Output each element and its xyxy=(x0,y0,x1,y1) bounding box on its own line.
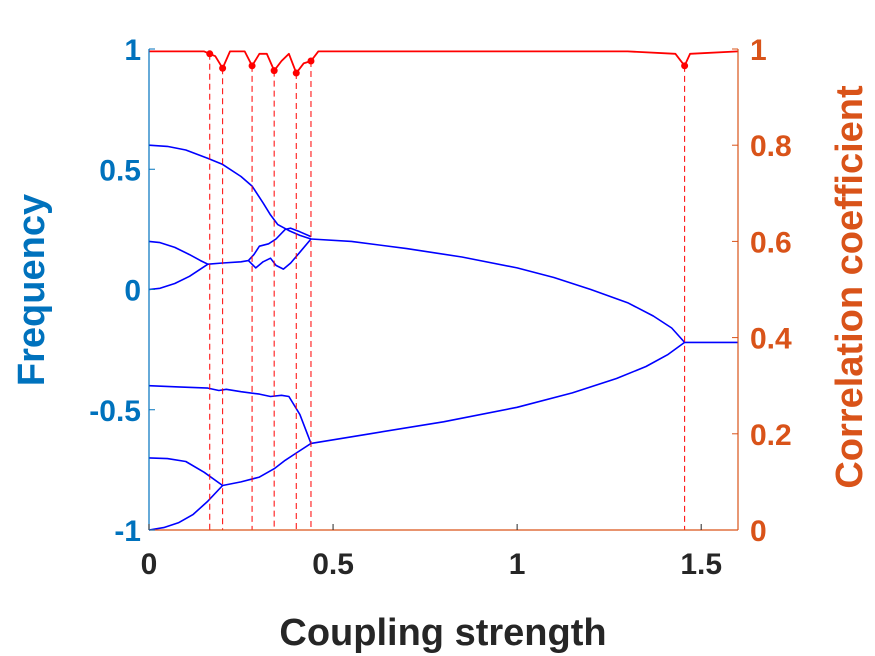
correlation-series-group xyxy=(149,50,739,74)
right-y-tick-label: 0.4 xyxy=(750,323,792,356)
left-y-tick-label: 0 xyxy=(124,275,141,308)
right-y-axis-title: Correlation coefficient xyxy=(829,85,871,489)
frequency-branch-line xyxy=(247,238,312,270)
left-y-tick-label: 1 xyxy=(124,34,141,67)
transition-markers-group xyxy=(206,50,689,530)
right-y-tick-label: 0 xyxy=(750,515,767,548)
frequency-series-group xyxy=(148,144,738,531)
transition-marker-dot xyxy=(270,67,278,75)
transition-marker-dot xyxy=(307,57,315,65)
left-y-tick-label: -0.5 xyxy=(89,395,141,428)
x-tick-label: 1 xyxy=(509,548,526,581)
frequency-branch-line xyxy=(310,341,686,445)
correlation-line xyxy=(149,50,739,74)
frequency-branch-line xyxy=(148,384,312,444)
x-tick-label: 0 xyxy=(141,548,158,581)
frequency-branch-line xyxy=(148,227,312,265)
right-y-tick-label: 1 xyxy=(750,34,767,67)
right-y-tick-label: 0.2 xyxy=(750,419,792,452)
transition-marker-dot xyxy=(681,62,689,70)
transition-marker-dot xyxy=(248,62,256,70)
right-y-tick-label: 0.6 xyxy=(750,226,792,259)
transition-marker-dot xyxy=(219,64,227,72)
transition-marker-dot xyxy=(292,69,300,77)
left-y-axis-title: Frequency xyxy=(11,194,53,386)
frequency-branch-line xyxy=(148,263,209,291)
frequency-branch-line xyxy=(148,144,312,240)
x-tick-label: 0.5 xyxy=(312,548,354,581)
x-axis-title: Coupling strength xyxy=(279,612,606,654)
frequency-branch-line xyxy=(148,484,224,531)
axes-group xyxy=(148,48,739,531)
x-tick-label: 1.5 xyxy=(680,548,722,581)
transition-marker-dot xyxy=(206,50,214,58)
right-y-tick-label: 0.8 xyxy=(750,130,792,163)
frequency-branch-line xyxy=(310,238,738,344)
left-y-tick-label: -1 xyxy=(114,515,141,548)
frequency-branch-line xyxy=(148,442,312,487)
tick-labels-group: 0 0.5 1 1.5 -1 -0.5 0 0.5 1 0 0.2 0.4 0.6 0.8 1 xyxy=(89,34,792,581)
left-y-tick-label: 0.5 xyxy=(99,154,141,187)
